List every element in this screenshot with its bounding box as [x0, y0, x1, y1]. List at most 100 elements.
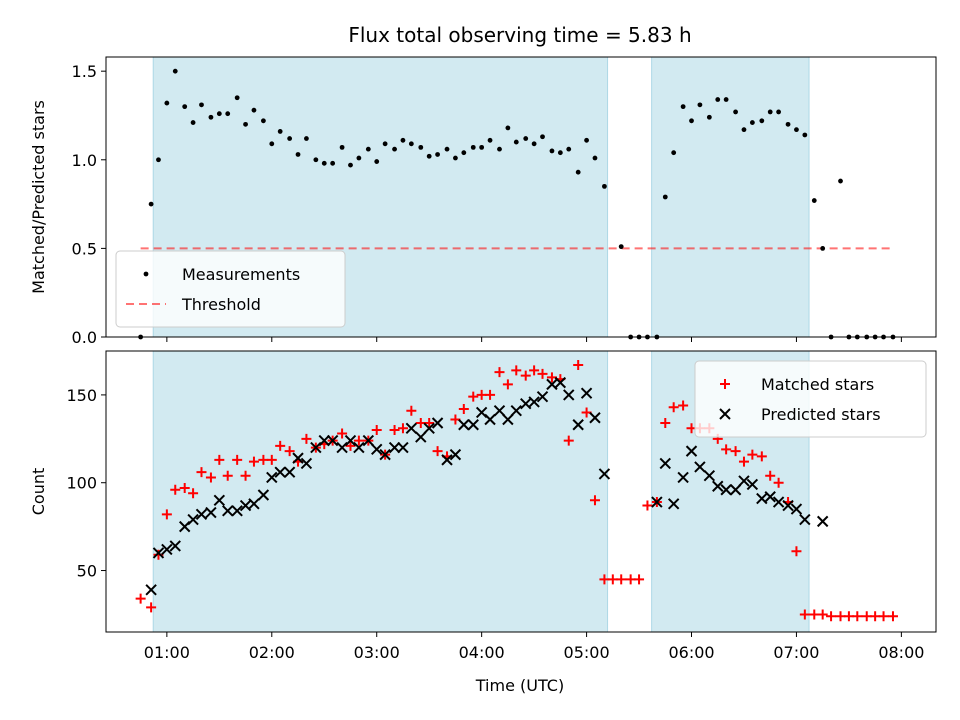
matched-stars-point	[248, 456, 259, 467]
y-tick-label: 0.0	[72, 328, 97, 347]
matched-stars-point	[589, 495, 600, 506]
measurements-point	[234, 95, 240, 101]
predicted-stars-point	[195, 508, 208, 521]
measurements-point	[287, 136, 293, 141]
matched-stars-point	[450, 414, 461, 425]
measurements-point	[618, 244, 624, 250]
measurements-point	[497, 146, 502, 152]
matched-stars-point	[424, 418, 435, 429]
matched-stars-point	[773, 477, 784, 488]
matched-stars-point	[153, 549, 164, 560]
predicted-stars-point	[493, 405, 506, 417]
matched-stars-point	[494, 367, 505, 378]
matched-stars-point	[678, 400, 689, 411]
measurements-point	[662, 194, 668, 200]
measurements-point	[321, 160, 327, 166]
matched-stars-point	[258, 454, 269, 465]
predicted-stars-point	[161, 543, 173, 556]
x-tick-label: 02:00	[249, 643, 295, 662]
matched-stars-point	[222, 470, 233, 481]
measurements-point	[277, 129, 283, 134]
matched-stars-point	[529, 365, 540, 376]
measurements-point	[838, 178, 843, 184]
measurements-point	[741, 127, 747, 133]
legend-marker	[143, 271, 149, 277]
measurements-point	[715, 97, 721, 102]
measurements-point	[513, 139, 519, 145]
predicted-stars-point	[756, 492, 768, 505]
y-axis-label: Count	[29, 468, 48, 516]
matched-stars-point	[337, 428, 348, 439]
matched-stars-point	[353, 435, 364, 446]
predicted-stars-point	[283, 466, 296, 478]
matched-stars-point	[345, 440, 356, 451]
predicted-stars-point	[415, 431, 427, 443]
shaded-interval-1	[651, 56, 810, 338]
predicted-stars-point	[703, 469, 716, 482]
measurements-point	[505, 125, 511, 131]
predicted-stars-point	[353, 441, 365, 454]
y-tick-label: 50	[77, 562, 97, 581]
measurements-point	[392, 146, 397, 152]
predicted-stars-point	[484, 413, 496, 426]
matched-stars-point	[634, 574, 645, 585]
x-axis-label: Time (UTC)	[475, 676, 564, 695]
predicted-stars-point	[520, 397, 532, 410]
predicted-stars-point	[205, 506, 217, 519]
predicted-stars-point	[371, 443, 383, 456]
predicted-stars-point	[764, 491, 776, 503]
measurements-point	[164, 100, 170, 106]
matched-stars-point	[852, 611, 863, 622]
measurements-point	[531, 141, 537, 147]
measurements-point	[444, 146, 450, 152]
matched-stars-point	[485, 389, 496, 400]
matched-stars-point	[791, 546, 802, 557]
matched-stars-point	[573, 360, 584, 371]
top-panel: 0.0 0.5 1.0 1.5 Matched/Predicted stars Measu…	[29, 56, 937, 347]
matched-stars-point	[887, 611, 898, 622]
measurements-point	[408, 141, 414, 147]
legend-label: Measurements	[182, 265, 300, 284]
legend-label: Threshold	[181, 295, 261, 314]
legend: Measurements Threshold	[115, 250, 346, 328]
predicted-stars-point	[326, 434, 339, 447]
measurements-point	[199, 102, 204, 108]
predicted-stars-point	[729, 484, 742, 496]
matched-stars-point	[415, 418, 426, 429]
predicted-stars-point	[790, 503, 803, 515]
measurements-point	[584, 137, 589, 143]
matched-stars-point	[799, 609, 810, 620]
x-tick-label: 03:00	[354, 643, 400, 662]
matched-stars-point	[232, 454, 243, 465]
measurements-point	[776, 109, 782, 115]
predicted-stars-point	[546, 378, 558, 391]
measurements-point	[733, 109, 738, 115]
matched-stars-point	[843, 611, 854, 622]
legend-marker	[719, 408, 731, 420]
predicted-stars-point	[563, 389, 575, 401]
matched-stars-point	[170, 484, 181, 495]
measurements-point	[313, 157, 319, 163]
measurements-point	[697, 102, 703, 108]
matched-stars-point	[668, 402, 679, 413]
measurements-point	[575, 169, 581, 175]
predicted-stars-point	[572, 419, 584, 431]
predicted-stars-point	[528, 396, 540, 408]
measurements-point	[592, 155, 598, 161]
predicted-stars-point	[712, 480, 724, 492]
measurements-point	[330, 160, 336, 166]
measurements-point	[602, 183, 607, 189]
predicted-stars-point	[388, 441, 401, 454]
shaded-interval-0	[152, 350, 609, 633]
predicted-stars-point	[536, 390, 549, 403]
legend-marker	[720, 379, 730, 389]
matched-stars-point	[135, 593, 146, 604]
matched-stars-point	[301, 433, 312, 444]
y-tick-label: 150	[66, 386, 97, 405]
matched-stars-point	[188, 488, 199, 499]
legend-box	[115, 250, 346, 328]
matched-stars-point	[730, 446, 741, 457]
predicted-stars-point	[379, 448, 391, 461]
measurements-point	[148, 201, 154, 207]
measurements-point	[540, 134, 545, 140]
